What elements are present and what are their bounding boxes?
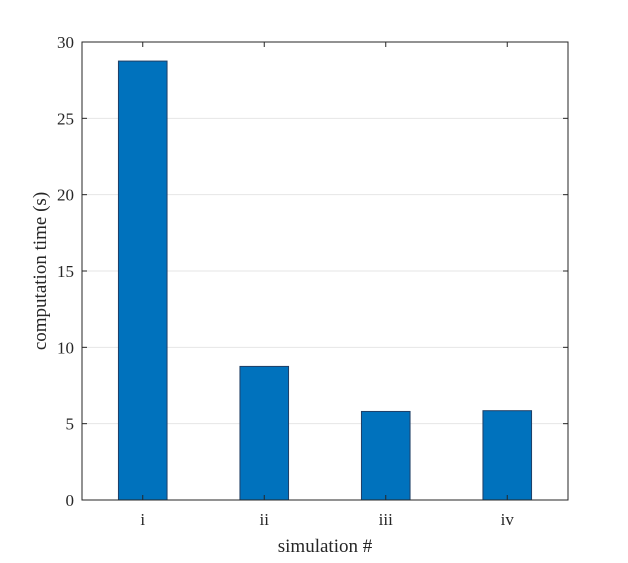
x-axis-label: simulation # xyxy=(278,536,373,557)
y-tick-label: 25 xyxy=(57,109,74,128)
bars xyxy=(117,60,533,501)
y-tick-label: 30 xyxy=(57,33,74,52)
y-axis-ticks: 0 5 10 15 20 25 30 xyxy=(57,33,568,510)
bar-iii xyxy=(360,410,411,501)
y-tick-label: 5 xyxy=(66,415,75,434)
x-axis-ticks: i ii iii iv xyxy=(140,42,514,529)
x-tick-label: iii xyxy=(379,510,393,529)
x-tick-label: iv xyxy=(501,510,515,529)
y-axis-label: computation time (s) xyxy=(30,192,51,350)
y-tick-label: 15 xyxy=(57,262,74,281)
bar-ii xyxy=(239,365,290,501)
y-tick-label: 10 xyxy=(57,338,74,357)
bar-i xyxy=(117,60,168,501)
y-tick-label: 0 xyxy=(66,491,75,510)
y-tick-label: 20 xyxy=(57,186,74,205)
bar-iv xyxy=(482,410,533,501)
x-tick-label: i xyxy=(140,510,145,529)
x-tick-label: ii xyxy=(260,510,270,529)
